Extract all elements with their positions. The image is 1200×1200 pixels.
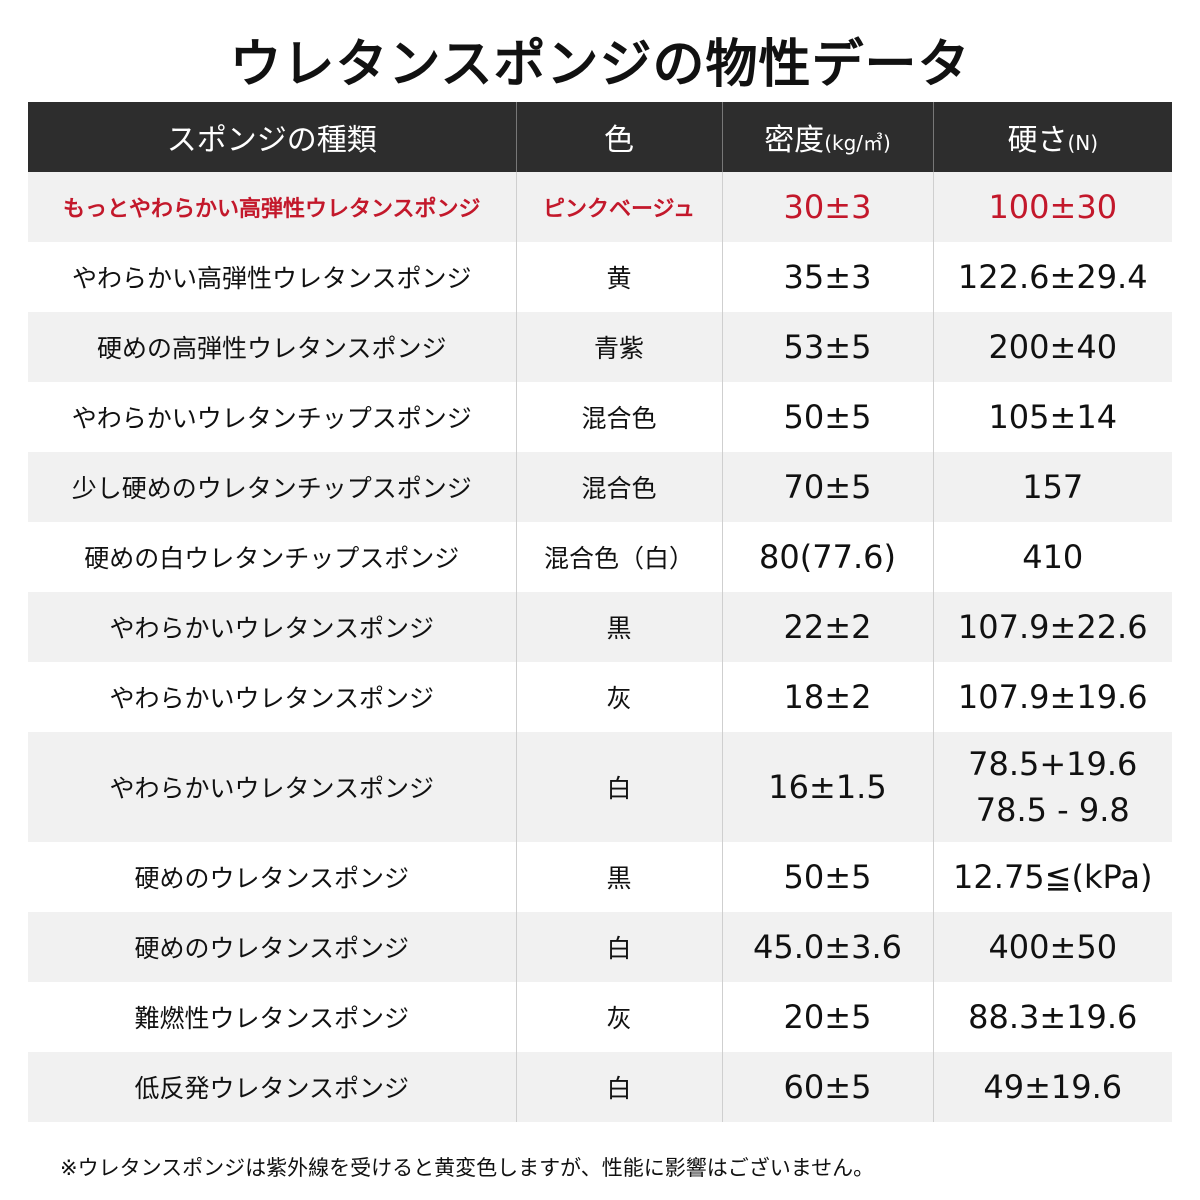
sponge-hardness: 78.5+19.6 78.5 - 9.8 [932, 732, 1172, 842]
sponge-name: 硬めの高弾性ウレタンスポンジ [28, 312, 516, 382]
table-row: もっとやわらかい高弾性ウレタンスポンジ ピンクベージュ 30±3 100±30 [28, 172, 1172, 242]
header-type: スポンジの種類 [28, 102, 516, 172]
sponge-density: 45.0±3.6 [721, 912, 933, 982]
sponge-color: 青紫 [515, 312, 722, 382]
sponge-hardness: 49±19.6 [932, 1052, 1172, 1122]
sponge-hardness: 105±14 [932, 382, 1172, 452]
table-row: 難燃性ウレタンスポンジ 灰 20±5 88.3±19.6 [28, 982, 1172, 1052]
sponge-color: 灰 [515, 662, 722, 732]
sponge-density: 22±2 [721, 592, 933, 662]
sponge-density: 30±3 [721, 172, 933, 242]
sponge-color: 白 [515, 912, 722, 982]
sponge-color: 灰 [515, 982, 722, 1052]
table-row: やわらかいウレタンチップスポンジ 混合色 50±5 105±14 [28, 382, 1172, 452]
table-row: 硬めの白ウレタンチップスポンジ 混合色（白） 80(77.6) 410 [28, 522, 1172, 592]
hardness-line-2: 78.5 - 9.8 [975, 791, 1130, 829]
table-row: 少し硬めのウレタンチップスポンジ 混合色 70±5 157 [28, 452, 1172, 522]
table-row: 硬めのウレタンスポンジ 白 45.0±3.6 400±50 [28, 912, 1172, 982]
table-row: やわらかいウレタンスポンジ 灰 18±2 107.9±19.6 [28, 662, 1172, 732]
sponge-hardness: 88.3±19.6 [932, 982, 1172, 1052]
sponge-density: 53±5 [721, 312, 933, 382]
header-density-label: 密度 [764, 123, 825, 158]
sponge-name: やわらかいウレタンチップスポンジ [28, 382, 516, 452]
sponge-name: 少し硬めのウレタンチップスポンジ [28, 452, 516, 522]
sponge-name: 硬めのウレタンスポンジ [28, 842, 516, 912]
property-table: スポンジの種類 色 密度(kg/㎥) 硬さ(N) もっとやわらかい高弾性ウレタン… [28, 102, 1172, 1122]
sponge-name: やわらかいウレタンスポンジ [28, 592, 516, 662]
sponge-density: 50±5 [721, 382, 933, 452]
sponge-name: やわらかいウレタンスポンジ [28, 732, 516, 842]
table-row: やわらかいウレタンスポンジ 白 16±1.5 78.5+19.6 78.5 - 9… [28, 732, 1172, 842]
sponge-density: 20±5 [721, 982, 933, 1052]
sponge-color: 混合色 [515, 382, 722, 452]
sponge-color: 混合色（白） [515, 522, 722, 592]
header-hardness: 硬さ(N) [932, 102, 1172, 172]
header-color: 色 [515, 102, 722, 172]
sponge-hardness: 107.9±22.6 [932, 592, 1172, 662]
table-row: 硬めのウレタンスポンジ 黒 50±5 12.75≦(kPa) [28, 842, 1172, 912]
hardness-line-1: 78.5+19.6 [968, 745, 1138, 783]
sponge-color: 白 [515, 732, 722, 842]
sponge-hardness: 157 [932, 452, 1172, 522]
sponge-name: 硬めの白ウレタンチップスポンジ [28, 522, 516, 592]
sponge-density: 35±3 [721, 242, 933, 312]
sponge-hardness: 100±30 [932, 172, 1172, 242]
table-row: 低反発ウレタンスポンジ 白 60±5 49±19.6 [28, 1052, 1172, 1122]
table-row: 硬めの高弾性ウレタンスポンジ 青紫 53±5 200±40 [28, 312, 1172, 382]
sponge-name: やわらかい高弾性ウレタンスポンジ [28, 242, 516, 312]
sponge-color: 黒 [515, 842, 722, 912]
sponge-density: 18±2 [721, 662, 933, 732]
header-hardness-label: 硬さ [1007, 123, 1068, 158]
sponge-hardness: 122.6±29.4 [932, 242, 1172, 312]
sponge-density: 60±5 [721, 1052, 933, 1122]
sponge-name: 低反発ウレタンスポンジ [28, 1052, 516, 1122]
header-hardness-unit: (N) [1067, 131, 1099, 155]
sponge-density: 50±5 [721, 842, 933, 912]
sponge-name: もっとやわらかい高弾性ウレタンスポンジ [28, 172, 516, 242]
sponge-density: 80(77.6) [721, 522, 933, 592]
page-title: ウレタンスポンジの物性データ [229, 35, 971, 95]
sponge-color: 白 [515, 1052, 722, 1122]
sponge-color: 黒 [515, 592, 722, 662]
sponge-name: 難燃性ウレタンスポンジ [28, 982, 516, 1052]
header-density: 密度(kg/㎥) [721, 102, 933, 172]
table-header-row: スポンジの種類 色 密度(kg/㎥) 硬さ(N) [28, 102, 1172, 172]
table-row: やわらかい高弾性ウレタンスポンジ 黄 35±3 122.6±29.4 [28, 242, 1172, 312]
sponge-hardness: 410 [932, 522, 1172, 592]
sponge-name: やわらかいウレタンスポンジ [28, 662, 516, 732]
sponge-density: 16±1.5 [721, 732, 933, 842]
sponge-hardness: 107.9±19.6 [932, 662, 1172, 732]
table-row: やわらかいウレタンスポンジ 黒 22±2 107.9±22.6 [28, 592, 1172, 662]
sponge-color: 混合色 [515, 452, 722, 522]
sponge-hardness: 200±40 [932, 312, 1172, 382]
sponge-hardness: 400±50 [932, 912, 1172, 982]
sponge-color: ピンクベージュ [515, 172, 722, 242]
header-density-unit: (kg/㎥) [824, 131, 891, 155]
footnote: ※ウレタンスポンジは紫外線を受けると黄変色しますが、性能に影響はございません。 [60, 1156, 875, 1180]
sponge-color: 黄 [515, 242, 722, 312]
sponge-hardness: 12.75≦(kPa) [932, 842, 1172, 912]
sponge-name: 硬めのウレタンスポンジ [28, 912, 516, 982]
sponge-density: 70±5 [721, 452, 933, 522]
